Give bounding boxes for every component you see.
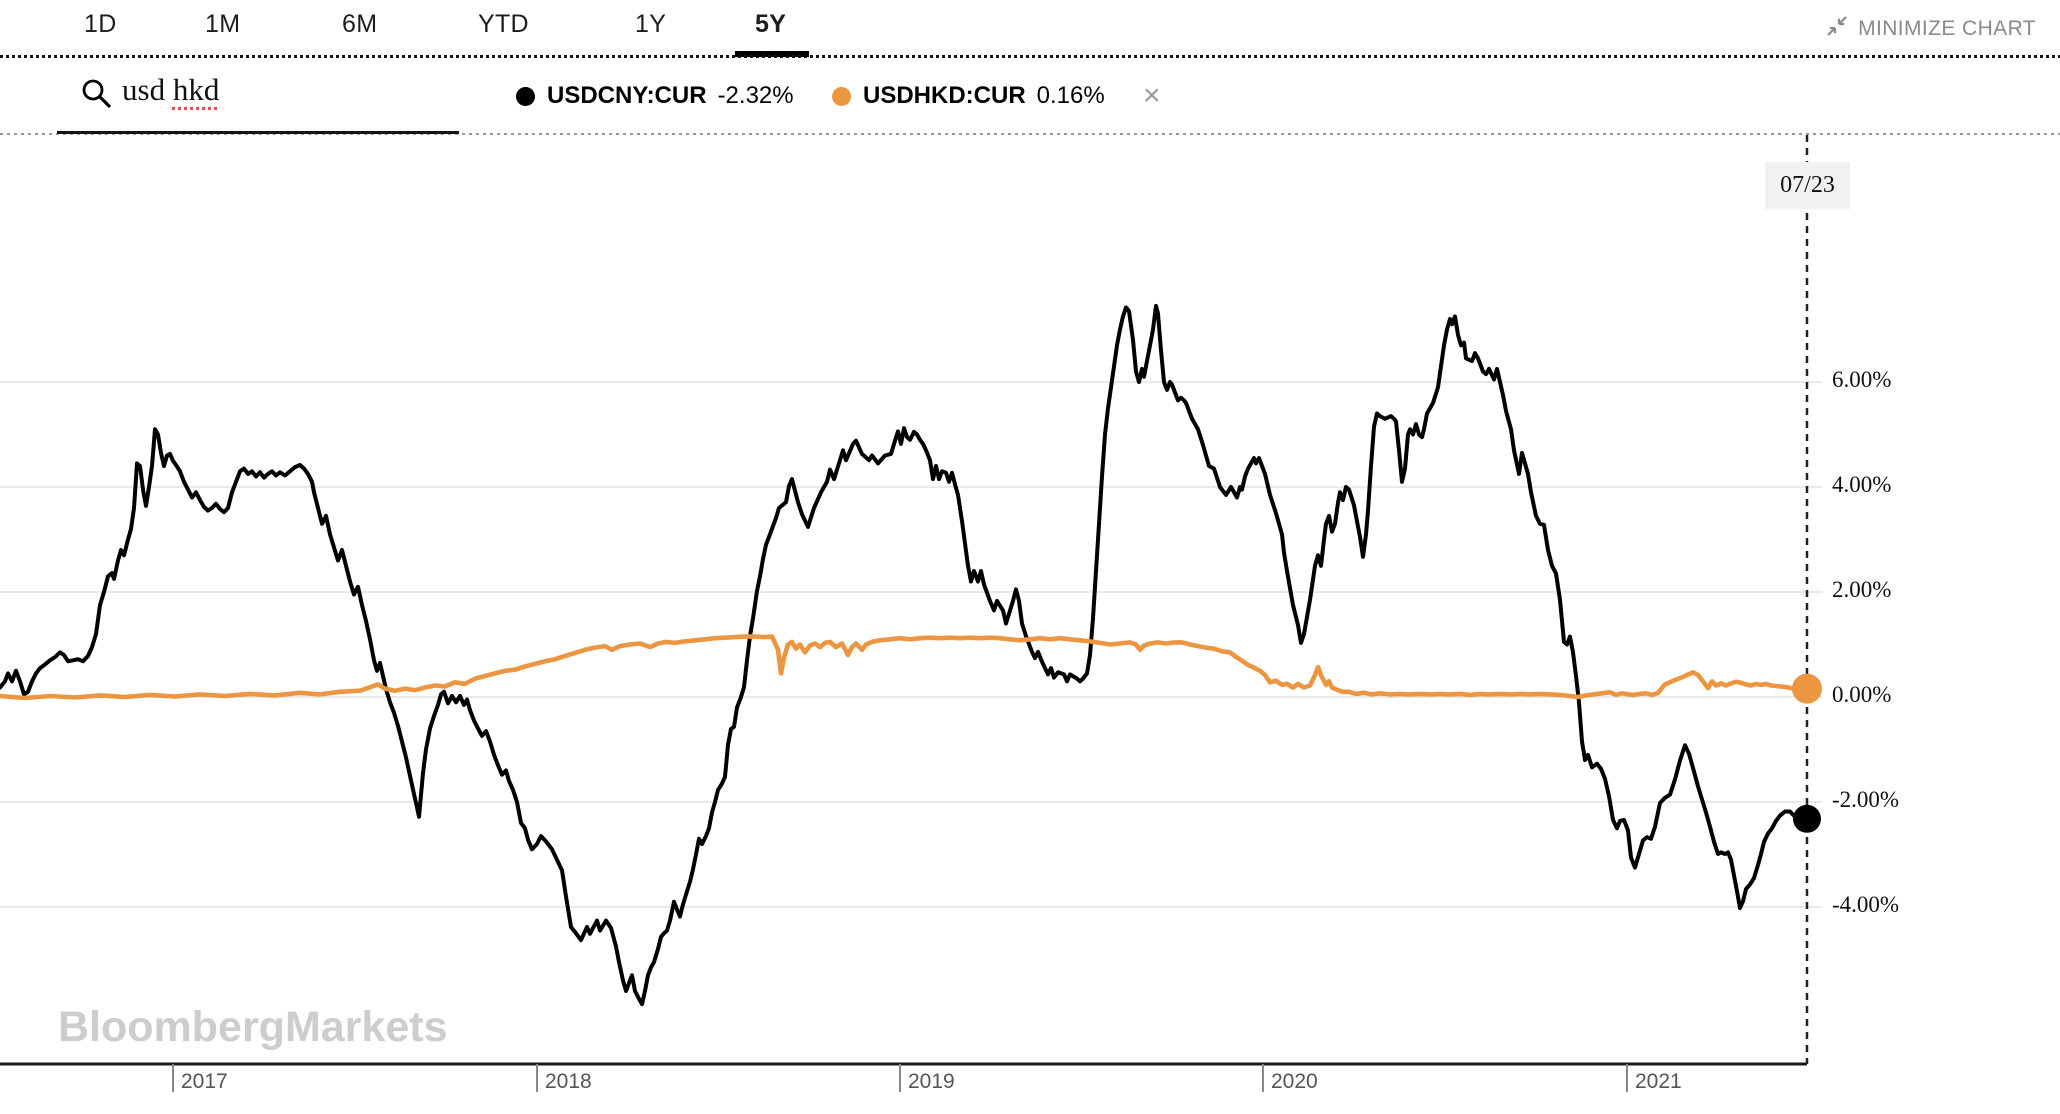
x-axis-label: 2019 (908, 1070, 955, 1093)
end-dot-USDCNY:CUR (1793, 804, 1821, 833)
series-line-USDCNY:CUR (0, 303, 1809, 1007)
series-name: USDCNY:CUR (547, 82, 707, 109)
series-line-USDHKD:CUR (0, 634, 1810, 701)
search-field-underline (57, 131, 459, 134)
y-axis-label: 0.00% (1832, 682, 1892, 707)
y-axis-label: -4.00% (1832, 892, 1900, 917)
search-legend-row: usd hkd USDCNY:CUR -2.32% USDHKD:CUR 0.1… (0, 57, 2060, 135)
security-search-input[interactable]: usd hkd (122, 72, 422, 108)
tab-1m[interactable]: 1M (205, 10, 241, 38)
y-axis-label: 2.00% (1832, 577, 1892, 602)
search-icon (80, 77, 114, 116)
x-axis-label: 2018 (545, 1070, 592, 1093)
bloomberg-markets-watermark: BloombergMarkets (58, 1003, 448, 1051)
y-axis-label: 6.00% (1832, 367, 1892, 392)
crosshair-date-label: 07/23 (1765, 162, 1850, 209)
tab-1d[interactable]: 1D (84, 10, 117, 38)
series-change: -2.32% (717, 82, 794, 109)
x-axis-label: 2021 (1635, 1070, 1682, 1093)
y-axis-label: 4.00% (1832, 472, 1892, 497)
tab-5y-active[interactable]: 5Y (755, 10, 787, 38)
search-row-divider (0, 133, 2060, 135)
tab-1y[interactable]: 1Y (635, 10, 667, 38)
range-tab-bar: 1D 1M 6M YTD 1Y 5Y MINIMIZE CHART (0, 0, 2060, 57)
x-axis-label: 2020 (1271, 1070, 1318, 1093)
y-axis-label: -2.00% (1832, 787, 1900, 812)
minimize-chart-button[interactable]: MINIMIZE CHART (1825, 14, 2036, 44)
minimize-chart-label: MINIMIZE CHART (1858, 17, 2036, 40)
legend-swatch (516, 86, 535, 106)
legend-swatch (832, 86, 851, 106)
tab-row-divider (0, 55, 2060, 58)
end-dot-USDHKD:CUR (1792, 673, 1822, 704)
active-tab-underline (735, 51, 809, 57)
x-axis-label: 2017 (181, 1070, 228, 1093)
remove-series-icon[interactable]: × (1143, 79, 1161, 112)
series-change: 0.16% (1036, 82, 1105, 109)
tab-6m[interactable]: 6M (342, 10, 378, 38)
series-name: USDHKD:CUR (863, 82, 1026, 109)
tab-ytd[interactable]: YTD (478, 10, 529, 38)
minimize-icon (1825, 14, 1849, 44)
legend-item-usdcny: USDCNY:CUR -2.32% (516, 57, 794, 135)
search-word: usd (122, 72, 166, 107)
legend-item-usdhkd: USDHKD:CUR 0.16% (832, 57, 1105, 135)
search-word-spellchecked: hkd (172, 72, 220, 107)
